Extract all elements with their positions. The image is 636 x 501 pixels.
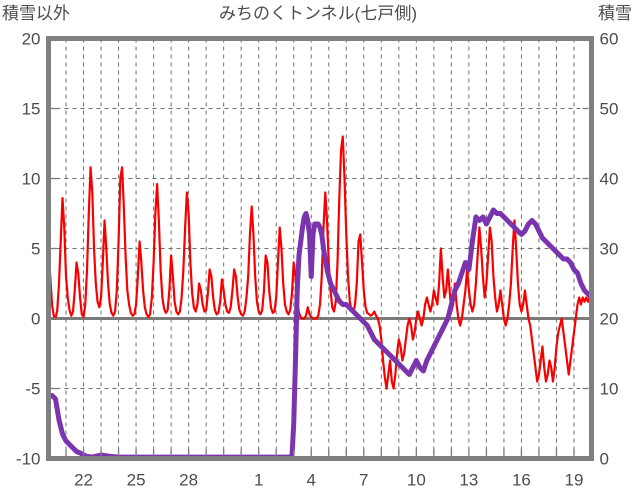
svg-text:28: 28 xyxy=(179,471,198,490)
left-axis-title: 積雪以外 xyxy=(2,4,70,23)
svg-text:15: 15 xyxy=(22,100,41,119)
plot-frame xyxy=(46,36,594,461)
gridlines xyxy=(48,38,592,459)
svg-text:10: 10 xyxy=(407,471,426,490)
svg-text:60: 60 xyxy=(600,30,619,49)
svg-text:-5: -5 xyxy=(25,380,40,399)
chart-title: みちのくトンネル(七戸側) xyxy=(219,4,417,23)
svg-text:50: 50 xyxy=(600,100,619,119)
svg-text:10: 10 xyxy=(600,380,619,399)
svg-text:25: 25 xyxy=(127,471,146,490)
svg-text:16: 16 xyxy=(512,471,531,490)
svg-text:13: 13 xyxy=(459,471,478,490)
svg-text:20: 20 xyxy=(22,30,41,49)
x-axis-ticklabels: 22 25 28 1 4 7 10 13 16 19 xyxy=(74,471,583,490)
left-axis-ticklabels: -10 -5 0 5 10 15 20 xyxy=(16,30,41,469)
axis-ticks xyxy=(47,37,593,460)
svg-text:22: 22 xyxy=(74,471,93,490)
svg-text:10: 10 xyxy=(22,170,41,189)
svg-text:1: 1 xyxy=(254,471,263,490)
svg-text:7: 7 xyxy=(359,471,368,490)
svg-text:0: 0 xyxy=(600,450,609,469)
svg-text:19: 19 xyxy=(565,471,584,490)
svg-text:5: 5 xyxy=(31,240,40,259)
svg-text:30: 30 xyxy=(600,240,619,259)
svg-text:20: 20 xyxy=(600,310,619,329)
svg-text:0: 0 xyxy=(31,310,40,329)
data-series-layer xyxy=(48,135,592,459)
svg-text:4: 4 xyxy=(307,471,316,490)
svg-text:40: 40 xyxy=(600,170,619,189)
svg-text:-10: -10 xyxy=(16,450,41,469)
right-axis-title: 積雪 xyxy=(598,4,632,23)
right-axis-ticklabels: 0 10 20 30 40 50 60 xyxy=(600,30,619,469)
